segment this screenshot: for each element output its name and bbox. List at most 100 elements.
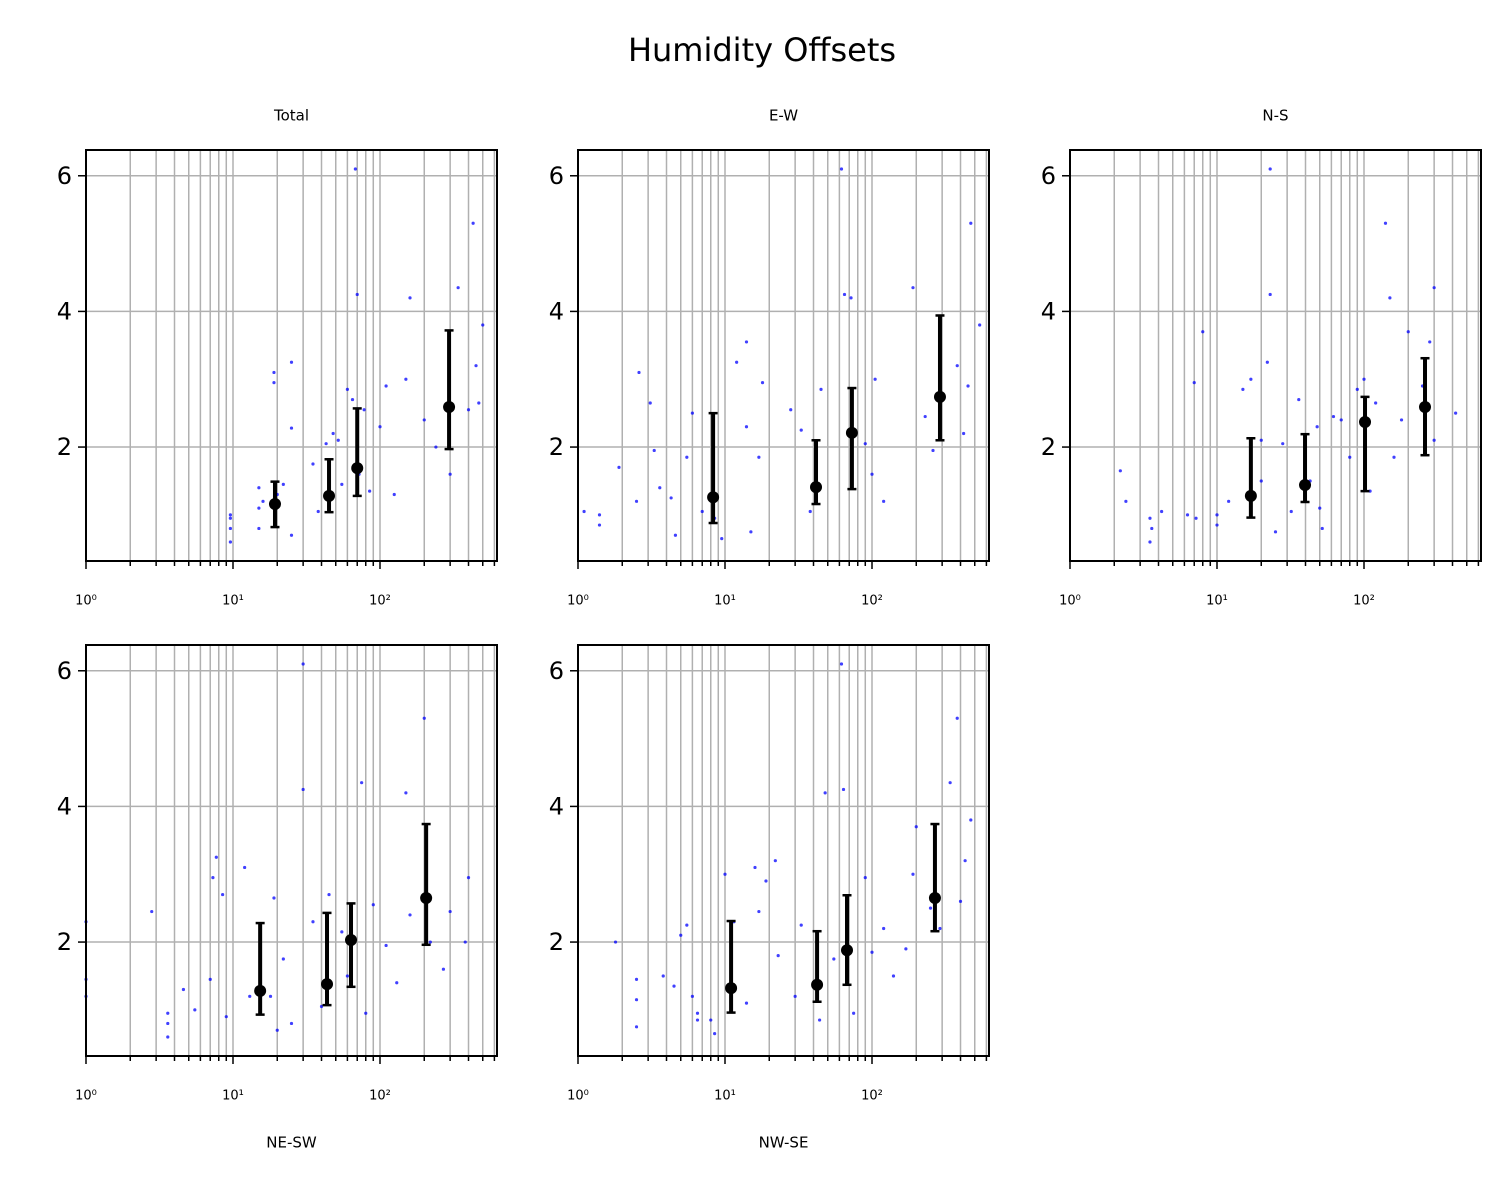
scatter-point (720, 537, 724, 541)
scatter-point (597, 523, 602, 527)
figure-title: Humidity Offsets (628, 31, 896, 69)
scatter-point (928, 906, 933, 910)
mean-point (933, 390, 946, 403)
scatter-point (311, 462, 315, 466)
subplot-title: N-S (1262, 107, 1288, 125)
x-tick-label: 10¹ (714, 594, 736, 609)
scatter-point (938, 926, 942, 931)
scatter-point (849, 296, 853, 300)
scatter-point (1124, 499, 1128, 503)
scatter-point (958, 899, 963, 903)
scatter-point (931, 448, 935, 453)
scatter-point (1315, 425, 1319, 429)
scatter-point (350, 397, 355, 402)
scatter-point (1297, 397, 1301, 402)
scatter-point (669, 496, 673, 500)
scatter-point (744, 340, 749, 344)
axes-frame (85, 149, 498, 562)
scatter-point (1339, 418, 1343, 422)
scatter-point (962, 431, 966, 436)
scatter-point (978, 323, 982, 327)
y-tick-label: 4 (57, 792, 72, 820)
scatter-point (753, 865, 757, 870)
y-tick-label: 2 (1041, 433, 1056, 461)
subplot-title: Total (273, 107, 309, 125)
scatter-point (474, 364, 478, 368)
scatter-point (1215, 513, 1219, 517)
mean-point (1359, 415, 1372, 428)
scatter-point (969, 818, 973, 822)
scatter-point (362, 408, 366, 412)
scatter-point (471, 221, 475, 225)
scatter-point (275, 1028, 279, 1032)
scatter-point (456, 286, 460, 290)
scatter-point (228, 526, 232, 531)
scatter-point (690, 411, 694, 415)
scatter-point (422, 716, 426, 720)
scatter-point (1118, 469, 1122, 473)
mean-point (268, 498, 281, 511)
scatter-point (408, 913, 412, 917)
x-tick-label: 10² (861, 594, 883, 609)
scatter-point (272, 370, 276, 375)
scatter-point (648, 401, 652, 405)
scatter-point (690, 994, 694, 998)
scatter-point (904, 947, 908, 951)
scatter-point (395, 981, 399, 985)
scatter-point (193, 1008, 197, 1012)
scatter-point (481, 323, 485, 327)
scatter-point (1192, 381, 1196, 385)
scatter-point (1265, 360, 1269, 364)
scatter-point (969, 221, 973, 225)
scatter-point (371, 903, 375, 907)
y-tick-label: 4 (549, 297, 564, 325)
scatter-point (281, 482, 285, 486)
scatter-point (228, 540, 232, 544)
scatter-point (392, 492, 396, 497)
scatter-point (1432, 438, 1436, 442)
scatter-point (248, 994, 252, 998)
scatter-point (817, 1018, 822, 1022)
scatter-point (672, 984, 676, 988)
x-tick-label: 10¹ (222, 594, 244, 609)
scatter-point (966, 384, 970, 388)
scatter-point (224, 1015, 228, 1019)
scatter-point (289, 360, 294, 364)
scatter-point (617, 465, 621, 470)
scatter-point (955, 364, 959, 368)
scatter-point (360, 781, 364, 785)
scatter-point (477, 401, 481, 405)
y-tick-label: 6 (57, 657, 72, 685)
scatter-point (914, 825, 918, 829)
scatter-point (1241, 387, 1245, 392)
scatter-point (1281, 442, 1285, 446)
x-tick-label: 10² (1353, 594, 1375, 609)
scatter-point (353, 167, 357, 171)
scatter-point (166, 1035, 170, 1039)
scatter-point (1454, 411, 1458, 415)
scatter-point (268, 994, 273, 998)
scatter-point (257, 526, 261, 531)
scatter-point (673, 533, 678, 537)
y-tick-label: 2 (549, 928, 564, 956)
scatter-point (695, 1018, 700, 1022)
scatter-point (1399, 418, 1404, 422)
scatter-point (384, 943, 388, 948)
scatter-point (773, 859, 777, 863)
scatter-point (963, 859, 967, 863)
y-tick-label: 4 (57, 297, 72, 325)
x-tick-label: 10¹ (714, 1089, 736, 1104)
scatter-point (211, 876, 215, 880)
scatter-point (685, 923, 689, 927)
scatter-point (1249, 377, 1253, 381)
scatter-point (327, 892, 331, 897)
scatter-point (1273, 530, 1278, 534)
scatter-point (873, 377, 877, 381)
y-tick-label: 6 (1041, 162, 1056, 190)
scatter-point (870, 950, 874, 954)
mean-point (443, 401, 456, 414)
scatter-point (948, 781, 952, 785)
scatter-point (1289, 509, 1293, 514)
scatter-point (463, 940, 467, 944)
